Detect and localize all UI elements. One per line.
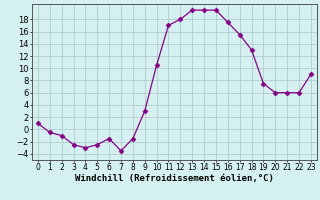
X-axis label: Windchill (Refroidissement éolien,°C): Windchill (Refroidissement éolien,°C) <box>75 174 274 183</box>
